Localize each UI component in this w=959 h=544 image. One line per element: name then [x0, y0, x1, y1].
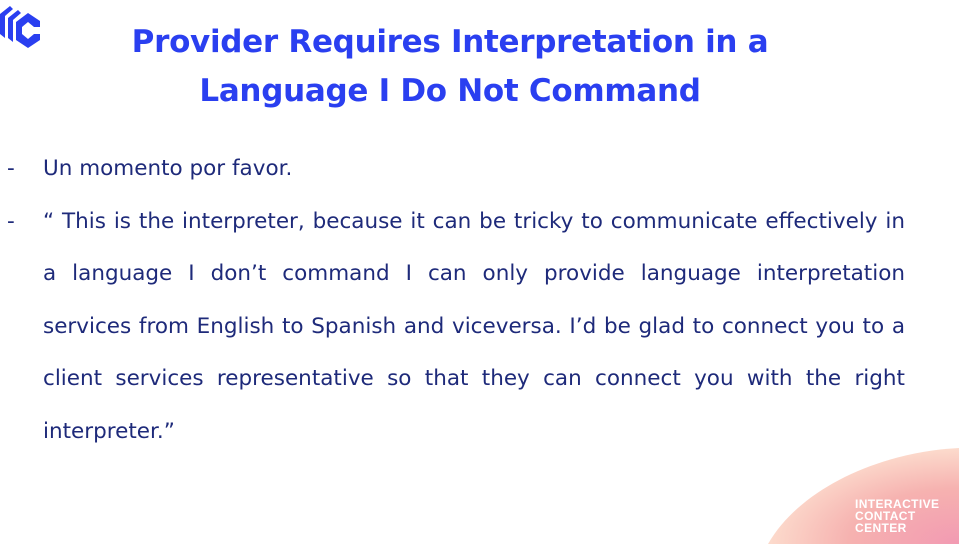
brand-line-2: CONTACT: [855, 509, 916, 523]
brand-line-3: CENTER: [855, 521, 907, 535]
company-logo-icon: [0, 6, 40, 48]
bullet-item-script: - “ This is the interpreter, because it …: [0, 196, 905, 459]
bullet-text: “ This is the interpreter, because it ca…: [43, 208, 905, 444]
slide-title-line-1: Provider Requires Interpretation in a: [131, 24, 769, 60]
brand-wordmark: INTERACTIVE CONTACT CENTER: [855, 498, 939, 534]
corner-decoration: [768, 448, 959, 544]
bullet-marker: -: [7, 208, 15, 234]
bullet-text: Un momento por favor.: [43, 156, 293, 181]
bullet-list: - Un momento por favor. - “ This is the …: [0, 143, 905, 458]
brand-line-1: INTERACTIVE: [855, 497, 940, 511]
bullet-marker: -: [7, 156, 15, 181]
slide-title-line-2: Language I Do Not Command: [199, 73, 701, 109]
slide-title: Provider Requires Interpretation in a La…: [90, 18, 810, 116]
bullet-item-hold: - Un momento por favor.: [0, 143, 905, 196]
